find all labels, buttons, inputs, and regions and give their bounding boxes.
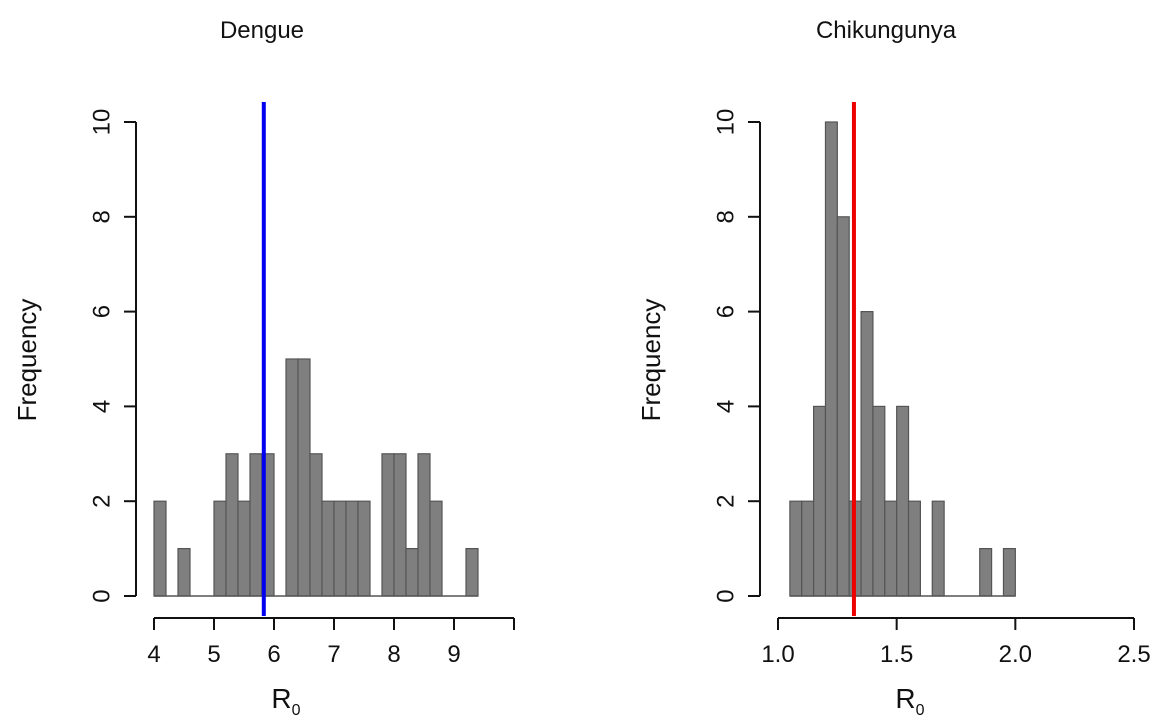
x-axis-label-subscript: 0 xyxy=(916,702,925,719)
x-tick-label: 2.5 xyxy=(1117,641,1150,668)
y-tick-label: 6 xyxy=(713,305,740,318)
histogram-bar xyxy=(297,358,311,597)
x-tick-label: 6 xyxy=(267,641,280,668)
histogram-bar xyxy=(345,500,359,597)
x-tick-label: 7 xyxy=(327,641,340,668)
y-tick-label: 10 xyxy=(713,109,740,136)
histogram-bar xyxy=(1002,547,1016,597)
x-tick-label: 4 xyxy=(147,641,160,668)
chart-title: Chikungunya xyxy=(816,17,957,44)
histogram-bar xyxy=(357,500,371,597)
histogram-bar xyxy=(309,453,323,597)
axes: 1.0 1.5 2.0 2.5 0 2 4 6 8 10 xyxy=(713,109,1151,668)
histogram-bar xyxy=(872,405,886,597)
histogram-bar xyxy=(405,547,419,597)
histogram-bar xyxy=(824,121,838,597)
x-tick-label: 2.0 xyxy=(999,641,1032,668)
y-axis-label: Frequency xyxy=(12,299,42,422)
y-tick-label: 8 xyxy=(713,210,740,223)
histogram-bar xyxy=(836,216,850,597)
histogram-bar xyxy=(896,405,910,597)
histogram-bar xyxy=(381,453,395,597)
histogram-bar xyxy=(789,500,803,597)
histogram-bar xyxy=(860,311,874,597)
histogram-bar xyxy=(931,500,945,597)
x-axis-label-subscript: 0 xyxy=(292,702,301,719)
histogram-bar xyxy=(237,500,251,597)
x-axis-label: R0 xyxy=(895,683,924,719)
histogram-bar xyxy=(249,453,263,597)
histogram-bar xyxy=(907,500,922,597)
histogram-bars xyxy=(789,121,1016,597)
y-tick-label: 0 xyxy=(89,589,116,602)
histogram-bar xyxy=(465,547,479,597)
x-axis-label-main: R xyxy=(895,683,915,714)
histogram-bar xyxy=(801,500,815,597)
y-tick-label: 4 xyxy=(713,400,740,413)
x-tick-label: 8 xyxy=(387,641,400,668)
histogram-bar xyxy=(979,547,993,597)
chart-title: Dengue xyxy=(220,17,304,44)
histogram-bar xyxy=(417,453,431,597)
y-axis-label: Frequency xyxy=(636,299,666,422)
y-tick-label: 10 xyxy=(89,109,116,136)
histogram-bar xyxy=(213,500,227,597)
x-tick-label: 9 xyxy=(447,641,460,668)
histogram-bar xyxy=(393,453,407,597)
y-tick-label: 8 xyxy=(89,210,116,223)
histogram-bar xyxy=(812,405,827,597)
histogram-bar xyxy=(225,453,239,597)
x-tick-label: 1.5 xyxy=(880,641,913,668)
histogram-bar xyxy=(333,500,347,597)
y-tick-label: 2 xyxy=(713,495,740,508)
y-tick-label: 2 xyxy=(89,495,116,508)
x-tick-label: 5 xyxy=(207,641,220,668)
histogram-bar xyxy=(177,547,191,597)
x-axis-label-main: R xyxy=(271,683,291,714)
y-tick-label: 0 xyxy=(713,589,740,602)
histogram-bar xyxy=(884,500,898,597)
y-tick-label: 4 xyxy=(89,400,116,413)
histogram-bar xyxy=(153,500,167,597)
histogram-bar xyxy=(429,500,443,597)
x-axis-label: R0 xyxy=(271,683,300,719)
x-tick-label: 1.0 xyxy=(761,641,794,668)
axes: 4 5 6 7 8 9 0 2 4 6 8 10 xyxy=(89,109,515,668)
histogram-bar xyxy=(321,500,335,597)
y-tick-label: 6 xyxy=(89,305,116,318)
histogram-bars xyxy=(153,358,479,597)
panel-chikungunya: Chikungunya Frequency R0 1.0 1.5 2.0 2.5024… xyxy=(636,17,1151,719)
histogram-bar xyxy=(285,358,299,597)
